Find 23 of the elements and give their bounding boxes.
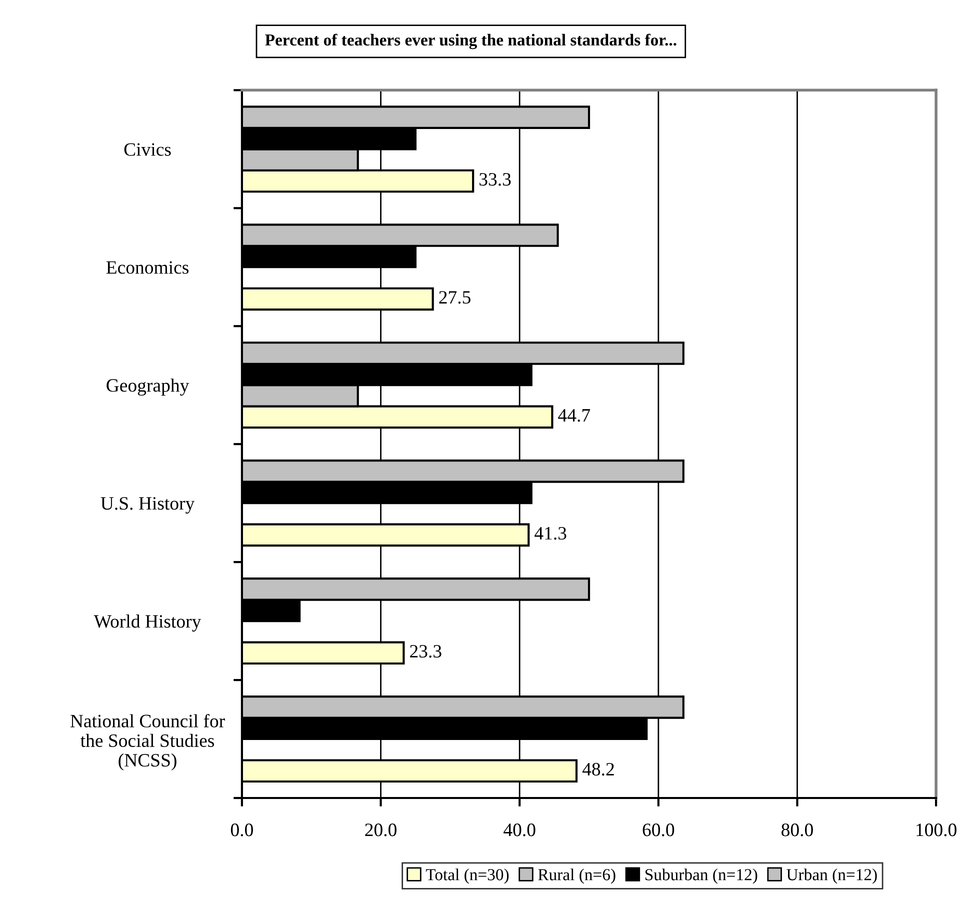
legend-label: Suburban (n=12) xyxy=(645,868,758,884)
x-tick-label: 60.0 xyxy=(642,824,674,836)
y-tick-label: Geography xyxy=(106,378,190,396)
chart-title: Percent of teachers ever using the national standards for... xyxy=(265,34,676,50)
data-label: 33.3 xyxy=(480,173,511,186)
y-tick-label: U.S. History xyxy=(100,497,195,514)
x-tick-label: 0.0 xyxy=(230,824,253,836)
y-tick-label: World History xyxy=(94,614,202,632)
x-tick-label: 40.0 xyxy=(504,824,536,836)
legend-label: Urban (n=12) xyxy=(786,868,877,884)
data-label: 23.3 xyxy=(410,644,442,658)
y-tick-label: National Council for the Social Studies (NCSS) xyxy=(70,714,225,770)
legend-label: Total (n=30) xyxy=(426,868,509,884)
x-tick-label: 20.0 xyxy=(365,824,396,836)
x-tick-label: 100.0 xyxy=(916,824,956,836)
legend-label: Rural (n=6) xyxy=(538,868,616,884)
data-label: 48.2 xyxy=(582,762,614,776)
data-label: 41.3 xyxy=(534,527,566,540)
y-tick-label: Economics xyxy=(106,261,188,274)
y-tick-label: Civics xyxy=(124,143,171,156)
data-label: 27.5 xyxy=(439,291,470,304)
x-tick-label: 80.0 xyxy=(782,824,813,836)
data-label: 44.7 xyxy=(558,409,590,422)
